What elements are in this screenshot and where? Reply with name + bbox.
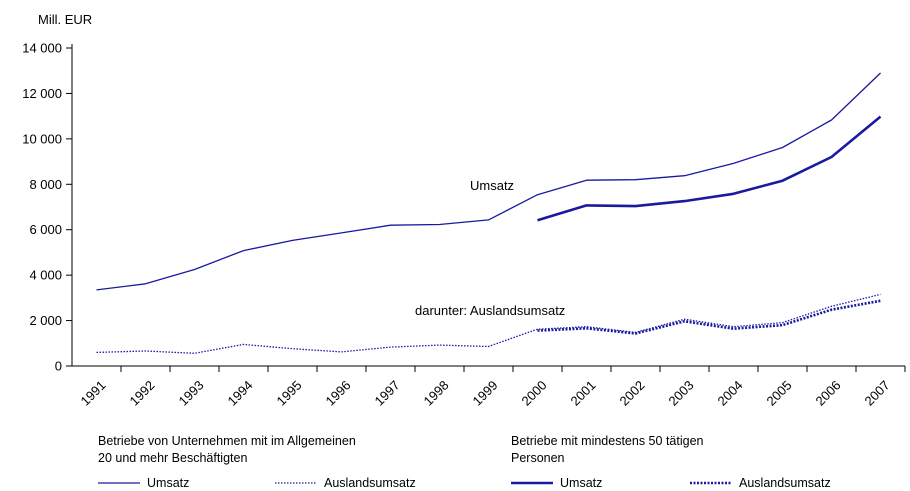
x-tick-label: 2005	[764, 378, 795, 409]
series-line-b-umsatz	[537, 115, 882, 222]
x-axis: 1991 1992 1993 1994 1995 1996 1997 1998 1999 2000…	[72, 365, 906, 409]
legend-item-b-auslandsumsatz: Auslandsumsatz	[690, 476, 831, 490]
x-tick-label: 2007	[862, 378, 893, 409]
y-tick-label: 14 000	[22, 41, 62, 56]
x-tick-label: 1998	[421, 378, 452, 409]
line-chart: Mill. EUR 0 2 000 4 000 6 000 8 000 10 000 12 …	[22, 12, 906, 409]
y-tick-label: 4 000	[29, 268, 62, 283]
legend-swatch-thin-solid	[98, 482, 140, 484]
legend-item-b-umsatz: Umsatz	[511, 476, 602, 490]
x-tick-label: 1999	[470, 378, 501, 409]
x-tick-label: 1991	[78, 378, 109, 409]
legend-label-b-auslandsumsatz: Auslandsumsatz	[739, 476, 831, 490]
x-tick-label: 2006	[813, 378, 844, 409]
series-line-b-auslandsumsatz	[537, 299, 881, 335]
annotation-umsatz: Umsatz	[470, 178, 514, 193]
x-tick-label: 2000	[519, 378, 550, 409]
legend-item-a-umsatz: Umsatz	[98, 476, 189, 490]
y-tick-label: 0	[55, 359, 62, 374]
legend-group-a-line2: 20 und mehr Beschäftigten	[98, 451, 248, 465]
x-tick-label: 1996	[323, 378, 354, 409]
x-tick-label: 1997	[372, 378, 403, 409]
y-axis: 0 2 000 4 000 6 000 8 000 10 000 12 000 14 000	[22, 41, 73, 374]
legend-label-a-auslandsumsatz: Auslandsumsatz	[324, 476, 416, 490]
legend-group-a-line1: Betriebe von Unternehmen mit im Allgemei…	[98, 434, 356, 448]
series-layer	[96, 72, 882, 354]
x-tick-label: 1995	[274, 378, 305, 409]
y-tick-label: 2 000	[29, 313, 62, 328]
legend-label-b-umsatz: Umsatz	[560, 476, 603, 490]
legend-swatch-thin-dotted	[275, 482, 317, 484]
y-tick-label: 8 000	[29, 177, 62, 192]
annotation-auslandsumsatz: darunter: Auslandsumsatz	[415, 303, 565, 318]
y-tick-label: 6 000	[29, 222, 62, 237]
x-tick-label: 1992	[127, 378, 158, 409]
legend-label-a-umsatz: Umsatz	[147, 476, 190, 490]
series-line-a-auslandsumsatz	[96, 293, 881, 354]
x-tick-label: 2002	[617, 378, 648, 409]
x-tick-label: 1994	[225, 378, 256, 409]
x-tick-label: 2003	[666, 378, 697, 409]
x-tick-label: 2004	[715, 378, 746, 409]
y-axis-label: Mill. EUR	[38, 12, 92, 27]
series-line-a-umsatz	[96, 72, 881, 291]
legend-group-b-line1: Betriebe mit mindestens 50 tätigen	[511, 434, 704, 448]
legend-group-b-header: Betriebe mit mindestens 50 tätigen Perso…	[511, 433, 703, 467]
x-tick-label: 2001	[568, 378, 599, 409]
x-tick-label: 1993	[176, 378, 207, 409]
y-tick-label: 12 000	[22, 86, 62, 101]
legend-swatch-thick-dotted	[690, 481, 732, 485]
legend-group-a-header: Betriebe von Unternehmen mit im Allgemei…	[98, 433, 356, 467]
legend-item-a-auslandsumsatz: Auslandsumsatz	[275, 476, 416, 490]
y-tick-label: 10 000	[22, 131, 62, 146]
legend-group-b-line2: Personen	[511, 451, 565, 465]
legend-swatch-thick-solid	[511, 481, 553, 485]
